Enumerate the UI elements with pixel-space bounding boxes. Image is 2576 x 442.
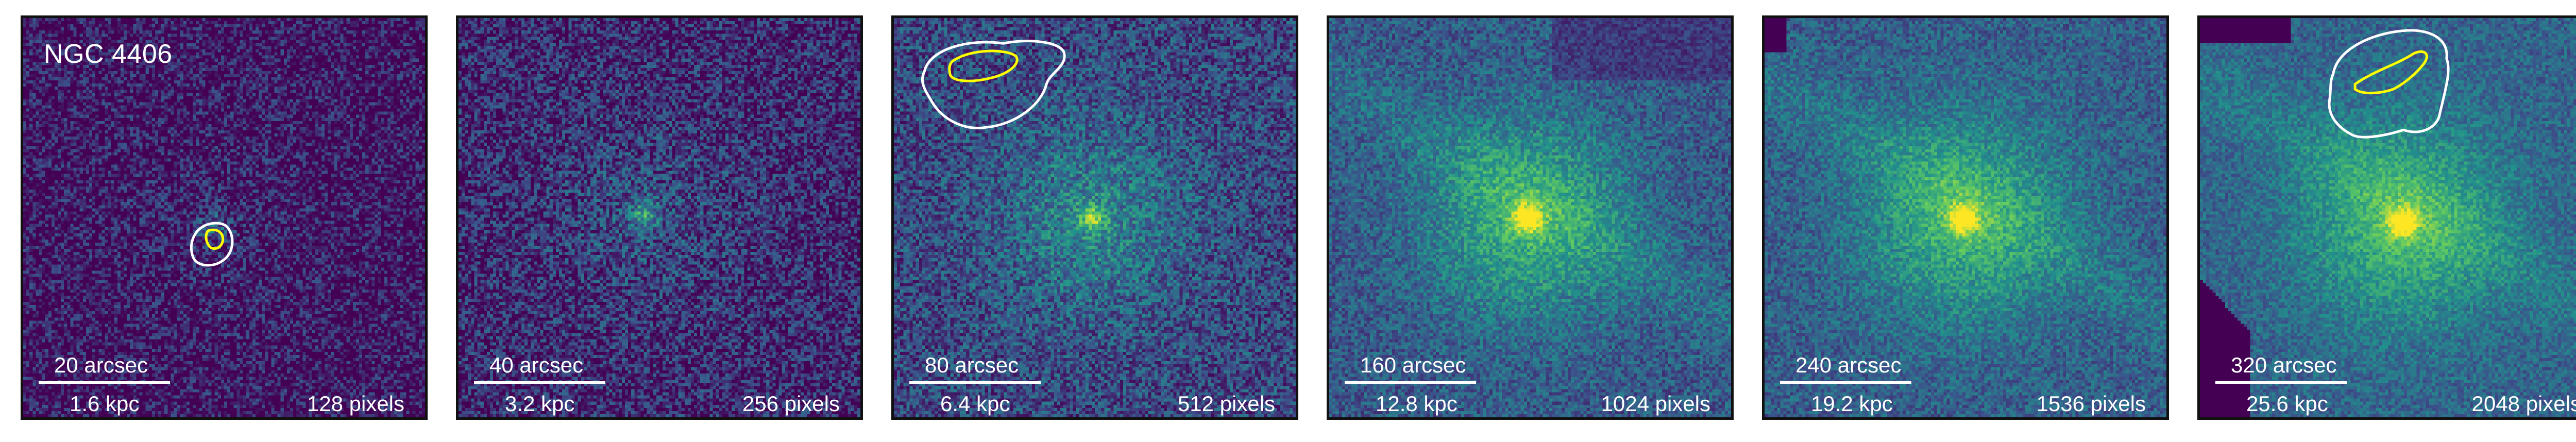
scale-kpc-label: 12.8 kpc (1376, 392, 1458, 416)
contour-overlay-6 (2328, 29, 2450, 139)
pixel-size-label: 256 pixels (742, 392, 840, 416)
pixel-size-label: 1536 pixels (2036, 392, 2146, 416)
xray-image-2 (459, 18, 860, 417)
scale-kpc-label: 19.2 kpc (1811, 392, 1893, 416)
scale-bar (1780, 381, 1911, 384)
scale-bar (2215, 381, 2347, 384)
scale-kpc-label: 3.2 kpc (505, 392, 575, 416)
image-panel-2: 40 arcsec 3.2 kpc 256 pixels (456, 15, 863, 420)
pixel-size-label: 128 pixels (307, 392, 404, 416)
outer-contour (921, 40, 1066, 129)
pixel-size-label: 2048 pixels (2471, 392, 2576, 416)
scale-arcsec-label: 20 arcsec (54, 353, 148, 377)
image-panel-6: 320 arcsec 25.6 kpc 2048 pixels (2197, 15, 2576, 420)
image-panel-4: 160 arcsec 12.8 kpc 1024 pixels (1327, 15, 1734, 420)
galaxy-name-label: NGC 4406 (44, 39, 173, 69)
contour-overlay-1 (190, 222, 234, 267)
inner-contour (2353, 50, 2428, 94)
outer-contour (190, 222, 234, 267)
xray-image-5 (1765, 18, 2166, 417)
scale-arcsec-label: 320 arcsec (2231, 353, 2337, 377)
scale-kpc-label: 6.4 kpc (940, 392, 1010, 416)
inner-contour (948, 49, 1019, 82)
image-panel-1: NGC 4406 20 arcsec 1.6 kpc 128 pixels (21, 15, 428, 420)
scale-kpc-label: 1.6 kpc (70, 392, 140, 416)
outer-contour (2328, 29, 2450, 139)
scale-bar (474, 381, 605, 384)
scale-arcsec-label: 80 arcsec (925, 353, 1019, 377)
xray-image-4 (1329, 18, 1731, 417)
scale-bar (39, 381, 170, 384)
scale-arcsec-label: 40 arcsec (489, 353, 584, 377)
xray-image-1 (23, 18, 425, 417)
contour-overlay-3 (921, 40, 1066, 129)
inner-contour (205, 228, 225, 250)
scale-arcsec-label: 240 arcsec (1795, 353, 1902, 377)
pixel-size-label: 1024 pixels (1601, 392, 1710, 416)
scale-bar (1345, 381, 1476, 384)
scale-bar (909, 381, 1041, 384)
xray-image-3 (894, 18, 1296, 417)
image-panel-3: 80 arcsec 6.4 kpc 512 pixels (891, 15, 1298, 420)
image-panel-5: 240 arcsec 19.2 kpc 1536 pixels (1762, 15, 2169, 420)
pixel-size-label: 512 pixels (1177, 392, 1275, 416)
xray-image-6 (2200, 18, 2576, 417)
scale-arcsec-label: 160 arcsec (1360, 353, 1466, 377)
scale-kpc-label: 25.6 kpc (2246, 392, 2328, 416)
